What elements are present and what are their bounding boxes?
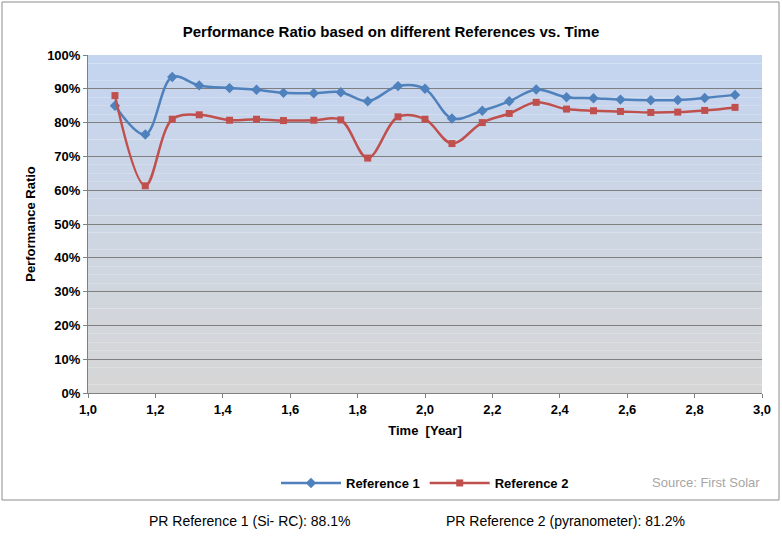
svg-text:2,6: 2,6: [618, 402, 636, 417]
svg-text:1,4: 1,4: [214, 402, 233, 417]
svg-text:80%: 80%: [54, 115, 80, 130]
svg-text:0%: 0%: [62, 386, 81, 401]
svg-text:Performance Ratio: Performance Ratio: [23, 166, 38, 282]
svg-text:100%: 100%: [47, 48, 81, 63]
svg-text:20%: 20%: [54, 318, 80, 333]
svg-text:PR Reference 2 (pyranometer):: PR Reference 2 (pyranometer): 81.2%: [446, 513, 685, 529]
svg-text:1,2: 1,2: [146, 402, 164, 417]
svg-text:2,4: 2,4: [551, 402, 570, 417]
svg-text:Performance Ratio based on dif: Performance Ratio based on different Ref…: [183, 23, 600, 40]
svg-text:Time [Year]: Time [Year]: [388, 423, 461, 438]
svg-text:1,8: 1,8: [349, 402, 367, 417]
svg-text:2,2: 2,2: [483, 402, 501, 417]
svg-text:1,6: 1,6: [281, 402, 299, 417]
svg-text:2,8: 2,8: [686, 402, 704, 417]
svg-text:1,0: 1,0: [79, 402, 97, 417]
svg-text:70%: 70%: [54, 149, 80, 164]
svg-text:60%: 60%: [54, 183, 80, 198]
svg-text:3,0: 3,0: [753, 402, 771, 417]
svg-text:Reference 1: Reference 1: [346, 476, 420, 491]
svg-text:30%: 30%: [54, 284, 80, 299]
svg-text:2,0: 2,0: [416, 402, 434, 417]
svg-text:10%: 10%: [54, 352, 80, 367]
svg-text:50%: 50%: [54, 217, 80, 232]
svg-text:40%: 40%: [54, 250, 80, 265]
svg-text:Source: First Solar: Source: First Solar: [652, 475, 760, 490]
svg-text:PR Reference 1 (Si- RC): 88.1%: PR Reference 1 (Si- RC): 88.1%: [149, 513, 351, 529]
svg-text:90%: 90%: [54, 81, 80, 96]
svg-text:Reference 2: Reference 2: [495, 476, 569, 491]
